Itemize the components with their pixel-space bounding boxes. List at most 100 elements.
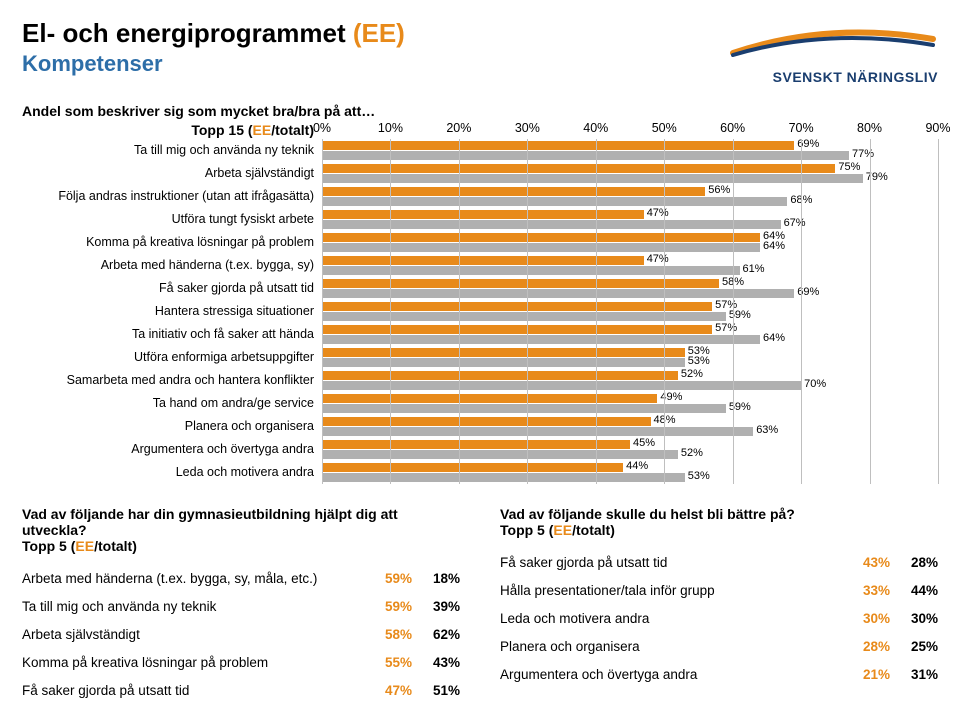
chart-row-label: Arbeta med händerna (t.ex. bygga, sy) [22, 254, 314, 277]
bar-row: 53%53% [322, 346, 938, 369]
bar-ee [322, 233, 760, 242]
table-label: Få saker gjorda på utsatt tid [500, 555, 842, 570]
table-pct-ee: 33% [842, 583, 890, 598]
bar-ee-value: 47% [647, 209, 669, 218]
table-pct-total: 51% [412, 683, 460, 698]
table-row: Få saker gjorda på utsatt tid43%28% [500, 548, 938, 576]
chart-row-label: Planera och organisera [22, 415, 314, 438]
bar-ee [322, 187, 705, 196]
bar-total-value: 70% [804, 380, 826, 389]
bar-total [322, 450, 678, 459]
x-axis: 0%10%20%30%40%50%60%70%80%90% [322, 121, 938, 139]
bar-total [322, 197, 787, 206]
table-label: Arbeta med händerna (t.ex. bygga, sy, må… [22, 571, 364, 586]
bar-total [322, 427, 753, 436]
bar-row: 57%59% [322, 300, 938, 323]
bar-total-value: 64% [763, 242, 785, 251]
table-label: Planera och organisera [500, 639, 842, 654]
bar-total [322, 243, 760, 252]
bar-row: 52%70% [322, 369, 938, 392]
bar-ee [322, 302, 712, 311]
x-tick: 60% [720, 121, 745, 135]
bottom-left-topp: Topp 5 (EE/totalt) [22, 538, 460, 554]
chart-row-label: Följa andras instruktioner (utan att ifr… [22, 185, 314, 208]
bar-ee-value: 57% [715, 324, 737, 333]
table-pct-ee: 59% [364, 599, 412, 614]
table-label: Få saker gjorda på utsatt tid [22, 683, 364, 698]
table-pct-ee: 55% [364, 655, 412, 670]
bar-ee [322, 164, 835, 173]
bar-ee-value: 75% [838, 163, 860, 172]
bottom-left-question: Vad av följande har din gymnasieutbildni… [22, 506, 460, 538]
chart-y-labels: Topp 15 (EE/totalt) Ta till mig och anvä… [22, 121, 322, 484]
chart-row-label: Komma på kreativa lösningar på problem [22, 231, 314, 254]
bar-total [322, 151, 849, 160]
table-pct-total: 18% [412, 571, 460, 586]
table-row: Arbeta med händerna (t.ex. bygga, sy, må… [22, 564, 460, 592]
bar-total [322, 312, 726, 321]
table-pct-total: 30% [890, 611, 938, 626]
bar-total-value: 61% [743, 265, 765, 274]
table-row: Planera och organisera28%25% [500, 632, 938, 660]
table-row: Hålla presentationer/tala inför grupp33%… [500, 576, 938, 604]
chart-row-label: Argumentera och övertyga andra [22, 438, 314, 461]
bar-row: 75%79% [322, 162, 938, 185]
bar-ee [322, 371, 678, 380]
chart-row-label: Ta initiativ och få saker att hända [22, 323, 314, 346]
bar-row: 45% 52% [322, 438, 938, 461]
table-pct-total: 62% [412, 627, 460, 642]
bottom-tables: Vad av följande har din gymnasieutbildni… [22, 506, 938, 704]
bar-ee [322, 394, 657, 403]
bar-ee [322, 141, 794, 150]
table-label: Komma på kreativa lösningar på problem [22, 655, 364, 670]
bar-total-value: 64% [763, 334, 785, 343]
chart-row-label: Hantera stressiga situationer [22, 300, 314, 323]
bar-total-value: 52% [681, 449, 703, 458]
table-pct-ee: 30% [842, 611, 890, 626]
bar-total [322, 289, 794, 298]
bar-ee-value: 45% [633, 439, 655, 448]
x-tick: 50% [652, 121, 677, 135]
title-text: El- och energiprogrammet [22, 18, 353, 48]
bar-ee [322, 463, 623, 472]
chart-row-label: Leda och motivera andra [22, 461, 314, 484]
table-row: Komma på kreativa lösningar på problem55… [22, 648, 460, 676]
bar-ee-value: 44% [626, 462, 648, 471]
table-label: Hålla presentationer/tala inför grupp [500, 583, 842, 598]
chart-row-label: Få saker gjorda på utsatt tid [22, 277, 314, 300]
bar-row: 48%63% [322, 415, 938, 438]
chart: Topp 15 (EE/totalt) Ta till mig och anvä… [22, 121, 938, 484]
table-row: Ta till mig och använda ny teknik59%39% [22, 592, 460, 620]
table-pct-total: 31% [890, 667, 938, 682]
bar-ee [322, 417, 651, 426]
table-pct-total: 39% [412, 599, 460, 614]
bar-row: 56%68% [322, 185, 938, 208]
bar-total [322, 473, 685, 482]
bar-ee [322, 279, 719, 288]
chart-topp: Topp 15 (EE/totalt) [22, 121, 314, 139]
bar-row: 57% 64% [322, 323, 938, 346]
bar-total [322, 358, 685, 367]
logo-text: SVENSKT NÄRINGSLIV [728, 69, 938, 85]
table-row: Arbeta självständigt58%62% [22, 620, 460, 648]
chart-row-label: Ta till mig och använda ny teknik [22, 139, 314, 162]
table-pct-ee: 47% [364, 683, 412, 698]
bar-total-value: 63% [756, 426, 778, 435]
bar-total [322, 266, 740, 275]
table-row: Argumentera och övertyga andra21%31% [500, 660, 938, 688]
title-block: El- och energiprogrammet (EE) Kompetense… [22, 18, 405, 77]
chart-plot: 0%10%20%30%40%50%60%70%80%90% 69%77%75%7… [322, 121, 938, 484]
table-label: Ta till mig och använda ny teknik [22, 599, 364, 614]
bar-row: 58%69% [322, 277, 938, 300]
table-label: Argumentera och övertyga andra [500, 667, 842, 682]
bottom-right: Vad av följande skulle du helst bli bätt… [500, 506, 938, 704]
bottom-left: Vad av följande har din gymnasieutbildni… [22, 506, 460, 704]
table-label: Arbeta självständigt [22, 627, 364, 642]
table-pct-ee: 43% [842, 555, 890, 570]
logo-swoosh-icon [728, 18, 938, 66]
chart-row-label: Arbeta självständigt [22, 162, 314, 185]
page-title: El- och energiprogrammet (EE) [22, 18, 405, 49]
bar-total [322, 335, 760, 344]
table-pct-total: 28% [890, 555, 938, 570]
bar-ee-value: 47% [647, 255, 669, 264]
